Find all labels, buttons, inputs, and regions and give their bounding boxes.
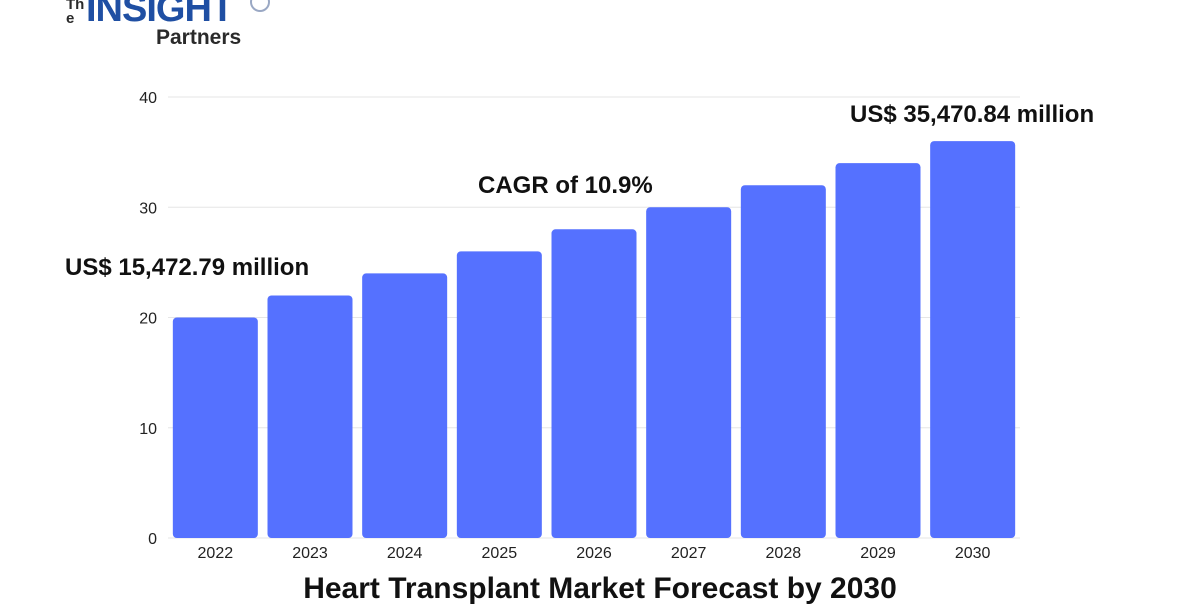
the-insight-partners-logo: The INSIGHT Partners [66,0,286,50]
x-tick-label: 2028 [766,545,802,562]
chart-title: Heart Transplant Market Forecast by 2030 [303,572,897,605]
cagr-annotation: CAGR of 10.9% [478,172,653,199]
logo-insight-text: INSIGHT [86,0,234,30]
bar [267,295,353,538]
end-value-annotation: US$ 35,470.84 million [850,101,1095,128]
bar [646,207,732,538]
y-tick-label: 40 [139,90,157,107]
bar [551,229,637,539]
start-value-annotation: US$ 15,472.79 million [65,254,310,281]
y-tick-label: 30 [139,200,157,217]
x-tick-label: 2023 [292,545,328,562]
y-tick-label: 20 [139,311,157,328]
logo-partners-text: Partners [156,26,242,49]
x-tick-label: 2022 [198,545,234,562]
magnifier-icon [250,0,270,12]
bar [835,163,921,538]
y-tick-label: 10 [139,421,157,438]
y-tick-label: 0 [148,531,157,548]
bar [456,251,542,538]
x-tick-label: 2030 [955,545,991,562]
bar [930,141,1016,538]
x-tick-label: 2025 [482,545,518,562]
x-tick-label: 2029 [860,545,896,562]
bar [172,317,258,538]
x-tick-label: 2024 [387,545,423,562]
bar [740,185,826,538]
logo-the-text: The [66,0,85,27]
bar [362,273,448,538]
x-tick-label: 2026 [576,545,612,562]
x-tick-label: 2027 [671,545,707,562]
